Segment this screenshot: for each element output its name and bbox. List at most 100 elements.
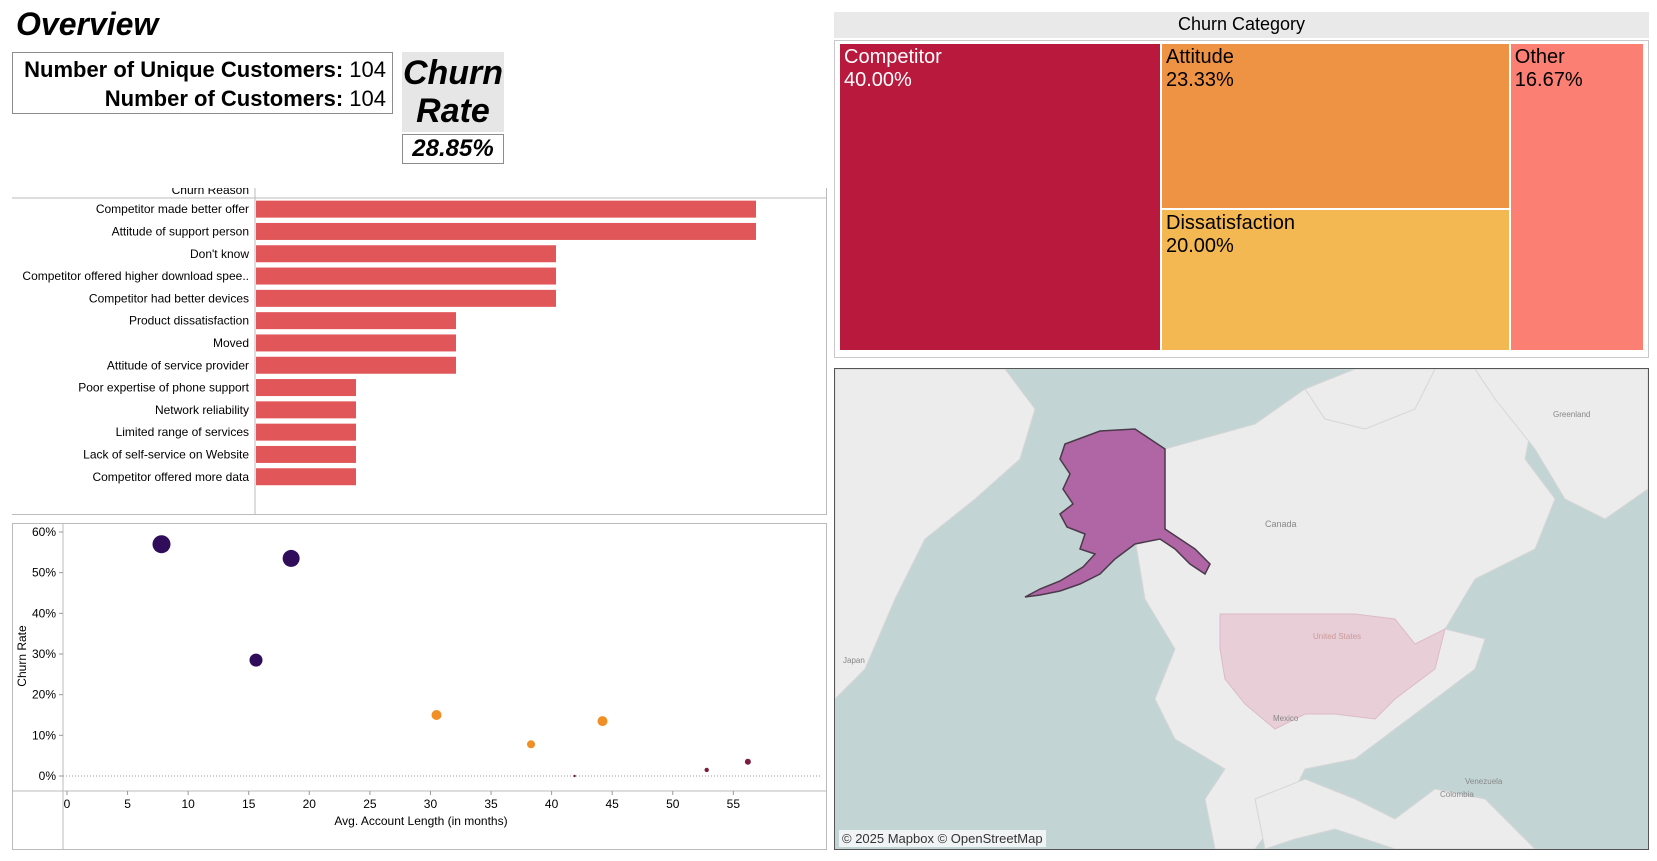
- kpi-box: Number of Unique Customers: 104 Number o…: [12, 52, 393, 114]
- treemap-cell-attitude[interactable]: Attitude 23.33%: [1161, 43, 1510, 209]
- y-tick-label: 50%: [32, 566, 56, 580]
- x-tick-label: 25: [363, 797, 377, 811]
- land-arctic-islands: [1304, 369, 1436, 430]
- bar-label: Competitor had better devices: [89, 291, 249, 305]
- kpi-label: Number of Unique Customers:: [24, 57, 344, 82]
- churn-rate-title-line2: Rate: [416, 92, 490, 130]
- bar[interactable]: [256, 222, 756, 240]
- bar-label: Limited range of services: [116, 425, 249, 439]
- treemap-cell-competitor[interactable]: Competitor 40.00%: [839, 43, 1161, 351]
- churn-reason-bar-chart: Churn Reason Competitor made better offer…: [12, 188, 827, 515]
- bar[interactable]: [256, 356, 456, 374]
- x-tick-label: 0: [64, 797, 71, 811]
- bar-label: Product dissatisfaction: [129, 314, 249, 328]
- x-tick-label: 30: [424, 797, 438, 811]
- treemap-title: Churn Category: [834, 12, 1649, 38]
- treemap-cell-name: Competitor: [844, 46, 942, 68]
- churn-rate-value: 28.85%: [402, 134, 504, 164]
- x-tick-label: 40: [545, 797, 559, 811]
- y-tick-label: 40%: [32, 606, 56, 620]
- alaska-region: [1024, 428, 1211, 598]
- bar[interactable]: [256, 401, 356, 419]
- x-tick-label: 45: [606, 797, 620, 811]
- bar[interactable]: [256, 334, 456, 352]
- treemap-cell-name: Attitude: [1166, 46, 1234, 68]
- bar-label: Competitor offered higher download spee.…: [22, 269, 249, 283]
- bar-header: Churn Reason: [172, 188, 249, 197]
- map-label-mexico: Mexico: [1273, 714, 1299, 723]
- bar[interactable]: [256, 267, 556, 285]
- scatter-point[interactable]: [597, 716, 608, 727]
- x-tick-label: 55: [727, 797, 741, 811]
- bar-chart-svg: Churn Reason Competitor made better offer…: [12, 188, 827, 515]
- scatter-point[interactable]: [282, 549, 300, 567]
- page-title: Overview: [16, 6, 159, 42]
- scatter-svg: 0% 10% 20% 30% 40% 50% 60% 0 5 10 15 20 25 30 35 40 45 50…: [13, 524, 826, 849]
- churn-rate-title-line1: Churn: [402, 54, 504, 92]
- map-svg: Greenland Canada United States Japan Mex…: [835, 369, 1648, 849]
- treemap-cell-name: Other: [1514, 46, 1565, 68]
- map-label-venezuela: Venezuela: [1465, 777, 1503, 786]
- kpi-value: 104: [349, 86, 386, 111]
- churn-category-treemap: Competitor 40.00% Attitude 23.33% Dissatisfa…: [834, 40, 1649, 358]
- bar[interactable]: [256, 312, 456, 330]
- map-label-canada: Canada: [1265, 519, 1297, 529]
- x-tick-label: 35: [484, 797, 498, 811]
- bar-label: Competitor offered more data: [92, 470, 249, 484]
- bar-label: Poor expertise of phone support: [78, 381, 249, 395]
- scatter-point[interactable]: [573, 774, 576, 778]
- treemap-cell-value: 23.33%: [1166, 69, 1234, 91]
- scatter-point[interactable]: [152, 535, 171, 554]
- map-label-us: United States: [1313, 632, 1361, 641]
- y-tick-label: 60%: [32, 525, 56, 539]
- treemap-cell-value: 40.00%: [844, 69, 912, 91]
- bar[interactable]: [256, 289, 556, 307]
- y-tick-label: 10%: [32, 728, 56, 742]
- treemap-cell-value: 20.00%: [1166, 234, 1234, 257]
- x-tick-label: 50: [666, 797, 680, 811]
- y-tick-label: 30%: [32, 647, 56, 661]
- treemap-cell-dissatisfaction[interactable]: Dissatisfaction 20.00%: [1161, 208, 1510, 351]
- churn-rate-title: Churn Rate: [402, 52, 504, 132]
- bar[interactable]: [256, 445, 356, 463]
- scatter-point[interactable]: [704, 767, 709, 773]
- x-tick-label: 20: [303, 797, 317, 811]
- x-tick-label: 5: [124, 797, 131, 811]
- scatter-point[interactable]: [249, 653, 263, 667]
- kpi-customers: Number of Customers: 104: [105, 86, 386, 112]
- treemap-cell-other[interactable]: Other 16.67%: [1509, 43, 1644, 351]
- land-greenland: [1474, 369, 1648, 520]
- y-tick-label: 0%: [39, 769, 57, 783]
- treemap-cell-value: 16.67%: [1514, 69, 1583, 91]
- bar[interactable]: [256, 200, 756, 218]
- bar-label: Attitude of support person: [112, 224, 249, 238]
- churn-scatter-plot: 0% 10% 20% 30% 40% 50% 60% 0 5 10 15 20 25 30 35 40 45 50…: [12, 523, 827, 850]
- bar[interactable]: [256, 245, 556, 263]
- kpi-value: 104: [349, 57, 386, 82]
- land-asia: [835, 369, 1036, 700]
- y-axis-title: Churn Rate: [15, 625, 29, 687]
- x-tick-label: 15: [242, 797, 256, 811]
- bar-label: Don't know: [190, 247, 249, 261]
- scatter-point[interactable]: [527, 740, 536, 749]
- land-central-america: [1254, 778, 1536, 849]
- bar[interactable]: [256, 379, 356, 397]
- map-label-japan: Japan: [843, 656, 865, 665]
- customer-map[interactable]: Greenland Canada United States Japan Mex…: [834, 368, 1649, 850]
- scatter-point[interactable]: [744, 758, 751, 765]
- map-label-greenland: Greenland: [1553, 410, 1590, 419]
- bar[interactable]: [256, 468, 356, 486]
- bar-label: Attitude of service provider: [107, 358, 249, 372]
- x-tick-label: 10: [181, 797, 195, 811]
- kpi-label: Number of Customers:: [104, 86, 344, 111]
- treemap-cell-name: Dissatisfaction: [1166, 211, 1295, 234]
- bar-label: Lack of self-service on Website: [83, 447, 249, 461]
- y-tick-label: 20%: [32, 688, 56, 702]
- land-us-states: [1219, 613, 1446, 730]
- kpi-unique-customers: Number of Unique Customers: 104: [24, 57, 386, 83]
- map-credit[interactable]: © 2025 Mapbox © OpenStreetMap: [839, 830, 1046, 847]
- bar-label: Moved: [213, 336, 249, 350]
- x-axis-title: Avg. Account Length (in months): [334, 814, 507, 828]
- scatter-point[interactable]: [431, 710, 442, 720]
- bar[interactable]: [256, 423, 356, 441]
